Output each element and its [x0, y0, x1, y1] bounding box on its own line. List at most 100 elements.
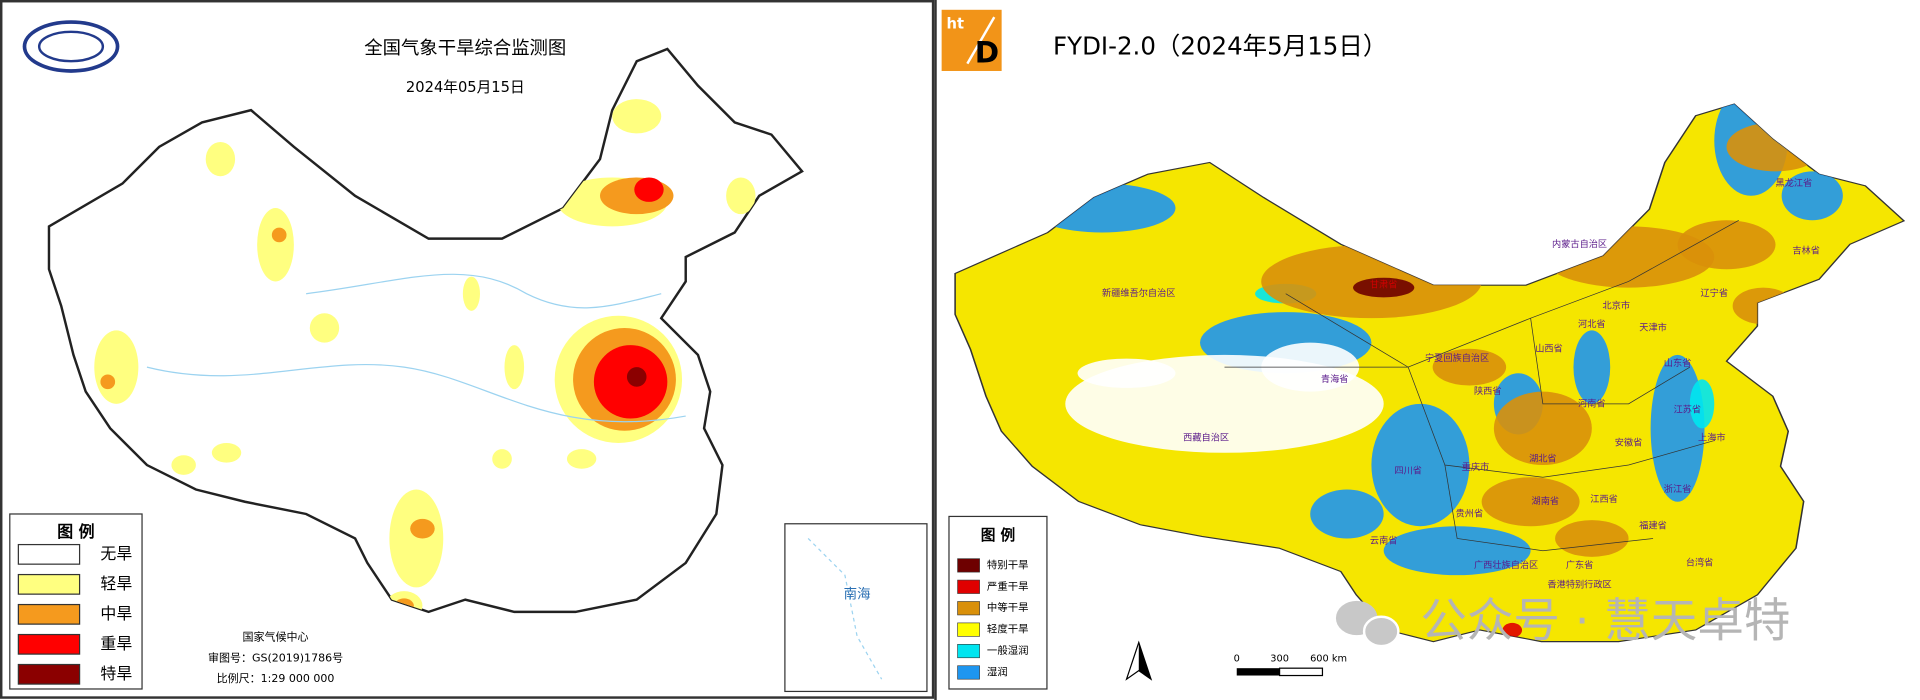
index-area [1077, 358, 1176, 388]
index-area [1310, 489, 1384, 539]
province-label: 四川省 [1394, 465, 1422, 477]
scale-label: 600 km [1310, 653, 1347, 664]
index-area [1383, 526, 1531, 576]
index-area [1502, 622, 1523, 638]
wechat-icon [1335, 600, 1400, 648]
province-label: 广西壮族自治区 [1474, 559, 1538, 571]
province-label: 黑龙江省 [1776, 177, 1813, 189]
right-title: FYDI-2.0（2024年5月15日） [1053, 32, 1387, 61]
legend-swatch [17, 603, 81, 625]
right-legend-title: 图 例 [981, 526, 1015, 544]
province-label: 福建省 [1639, 520, 1667, 532]
province-label: 吉林省 [1792, 244, 1820, 256]
credit: 国家气候中心 [243, 630, 309, 644]
scale-label: 300 [1270, 653, 1289, 664]
scale-bar [1236, 668, 1280, 676]
drought-area [504, 345, 525, 390]
legend-label: 轻度干旱 [987, 623, 1029, 636]
province-label: 河南省 [1578, 397, 1606, 409]
province-label: 北京市 [1603, 299, 1631, 311]
legend-label: 中等干旱 [987, 601, 1029, 614]
province-label: 天津市 [1639, 321, 1667, 333]
index-area [1781, 171, 1843, 221]
scale-bar [1278, 667, 1324, 677]
province-label: 新疆维吾尔自治区 [1102, 287, 1175, 299]
left-title: 全国气象干旱综合监测图 [364, 38, 566, 59]
legend-label: 严重干旱 [987, 580, 1029, 593]
drought-area [566, 449, 597, 469]
index-area [1432, 348, 1507, 386]
province-label: 安徽省 [1615, 437, 1643, 449]
province-label: 陕西省 [1474, 385, 1502, 397]
drought-area [271, 227, 287, 243]
left-date: 2024年05月15日 [406, 79, 525, 96]
province-label: 内蒙古自治区 [1552, 238, 1607, 250]
logo-slash [966, 16, 996, 65]
legend-swatch [957, 622, 980, 637]
province-label: 重庆市 [1462, 461, 1490, 473]
legend-swatch [957, 579, 980, 594]
province-label: 云南省 [1370, 534, 1398, 546]
index-area [1493, 391, 1592, 466]
left-drought-areas [94, 99, 756, 612]
credit: 审图号：GS(2019)1786号 [208, 650, 343, 664]
drought-area [492, 449, 512, 469]
credit: 比例尺：1:29 000 000 [217, 671, 335, 685]
drought-area [211, 443, 242, 463]
inset-box [784, 523, 928, 693]
drought-area [634, 177, 664, 202]
left-legend-title: 图 例 [57, 522, 94, 541]
left-legend-box [9, 513, 143, 690]
scale-label: 0 [1234, 653, 1240, 664]
legend-swatch [17, 573, 81, 595]
inset-label: 南海 [844, 587, 871, 603]
legend-label: 一般湿润 [987, 644, 1029, 657]
province-label: 广东省 [1566, 559, 1594, 571]
index-area [1650, 354, 1705, 502]
legend-swatch [957, 558, 980, 573]
drought-area [257, 208, 294, 282]
watermark: 公众号 · 慧天卓特 [1420, 594, 1790, 648]
drought-area [94, 330, 139, 404]
legend-swatch [957, 601, 980, 616]
province-label: 台湾省 [1686, 556, 1714, 568]
drought-area [309, 313, 340, 343]
drought-area [100, 374, 116, 390]
province-label: 宁夏回族自治区 [1425, 352, 1489, 364]
province-label: 西藏自治区 [1183, 432, 1229, 444]
legend-swatch [17, 663, 81, 685]
index-area [1371, 403, 1470, 527]
legend-swatch [17, 633, 81, 655]
province-label: 山东省 [1664, 357, 1692, 369]
legend-swatch [957, 644, 980, 659]
index-area [1689, 379, 1715, 429]
province-label: 上海市 [1698, 432, 1726, 444]
legend-label: 湿润 [987, 665, 1008, 678]
province-label: 湖南省 [1532, 495, 1560, 507]
left-logo [22, 20, 120, 73]
legend-label: 轻旱 [100, 574, 132, 593]
left-rivers [146, 273, 686, 423]
index-area [1677, 220, 1776, 270]
province-label: 湖北省 [1529, 452, 1557, 464]
legend-swatch [957, 665, 980, 680]
index-area [1555, 520, 1629, 557]
drought-area [389, 489, 444, 588]
legend-label: 重旱 [100, 634, 132, 653]
logo-top: ht [947, 15, 964, 32]
drought-area [171, 455, 196, 475]
province-label: 河北省 [1578, 318, 1606, 330]
drought-area [205, 141, 236, 177]
legend-label: 中旱 [100, 604, 132, 623]
province-label: 贵州省 [1456, 507, 1484, 519]
drought-area [410, 518, 435, 539]
province-label: 香港特别行政区 [1547, 578, 1611, 590]
legend-swatch [17, 543, 81, 565]
drought-area [612, 99, 662, 134]
index-area [1573, 330, 1611, 404]
drought-area [626, 367, 647, 387]
